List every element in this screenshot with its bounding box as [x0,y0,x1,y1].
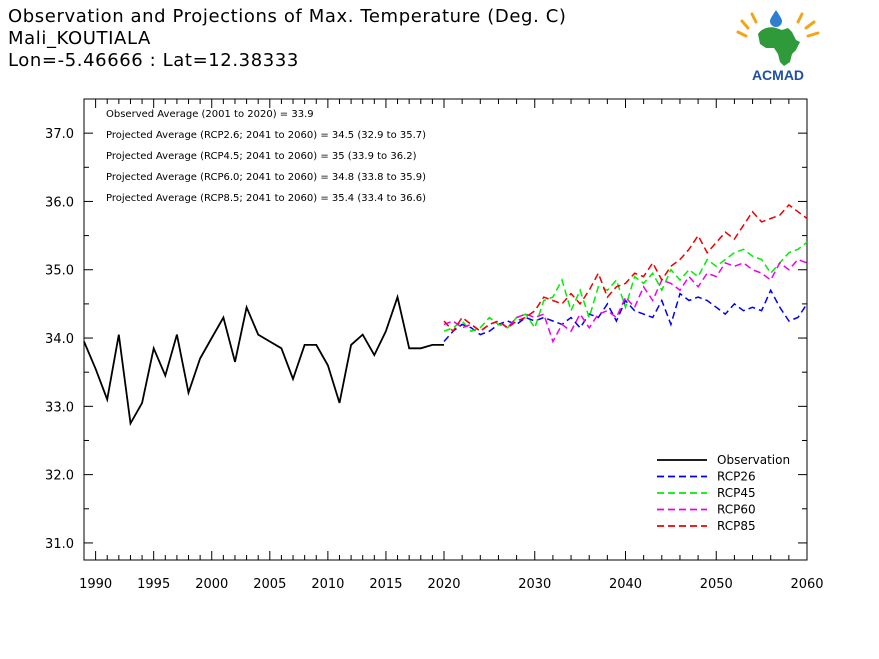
legend: Observation RCP26 RCP45 RCP60 RCP85 [657,453,790,533]
legend-label-rcp26: RCP26 [717,470,756,484]
legend-label-rcp60: RCP60 [717,503,756,517]
annotation-rcp26: Projected Average (RCP2.6; 2041 to 2060)… [106,130,426,141]
series-line-rcp45 [443,241,808,333]
plot-frame [83,98,808,561]
y-tick-label: 36.0 [45,195,74,210]
x-tick-label: 2050 [700,577,733,592]
y-tick-label: 31.0 [45,537,74,552]
x-tick-label: 2005 [253,577,286,592]
station-name: Mali_KOUTIALA [8,28,151,49]
x-tick-label: 2020 [427,577,460,592]
water-drop [770,10,782,27]
x-tick-label: 2010 [311,577,344,592]
logo-text: ACMAD [752,67,804,83]
stats-annotations: Observed Average (2001 to 2020) = 33.9 P… [106,109,426,204]
annotation-rcp85: Projected Average (RCP8.5; 2041 to 2060)… [106,193,426,204]
station-coordinates: Lon=-5.46666 : Lat=12.38333 [8,50,299,71]
x-tick-label: 2060 [790,577,823,592]
annotation-rcp60: Projected Average (RCP6.0; 2041 to 2060)… [106,172,426,183]
annotation-observed: Observed Average (2001 to 2020) = 33.9 [106,109,314,120]
series-line-observation [83,293,444,427]
legend-label-observation: Observation [717,453,790,467]
annotation-rcp45: Projected Average (RCP4.5; 2041 to 2060)… [106,151,417,162]
y-tick-label: 33.0 [45,400,74,415]
x-tick-label: 1990 [79,577,112,592]
y-axis: 31.0 32.0 33.0 34.0 35.0 36.0 37.0 [45,98,807,552]
africa-map-logo-icon: ACMAD [736,10,820,83]
x-tick-label: 2030 [518,577,551,592]
title-block: Observation and Projections of Max. Temp… [8,6,567,72]
legend-label-rcp45: RCP45 [717,486,756,500]
x-tick-label: 1995 [137,577,170,592]
y-tick-label: 35.0 [45,264,74,279]
x-axis: 1990 1995 2000 2005 2010 2015 2020 2030 2040 2050… [79,99,824,592]
africa-shape [758,27,800,66]
y-tick-label: 32.0 [45,469,74,484]
x-tick-label: 2000 [195,577,228,592]
series-line-rcp26 [443,288,808,342]
logo-rays [736,12,820,38]
legend-label-rcp85: RCP85 [717,519,756,533]
chart-title: Observation and Projections of Max. Temp… [8,6,567,27]
y-tick-label: 37.0 [45,127,74,142]
y-tick-label: 34.0 [45,332,74,347]
x-tick-label: 2040 [609,577,642,592]
x-tick-label: 2015 [369,577,402,592]
series-line-rcp85 [443,203,808,333]
series-lines [83,203,808,427]
